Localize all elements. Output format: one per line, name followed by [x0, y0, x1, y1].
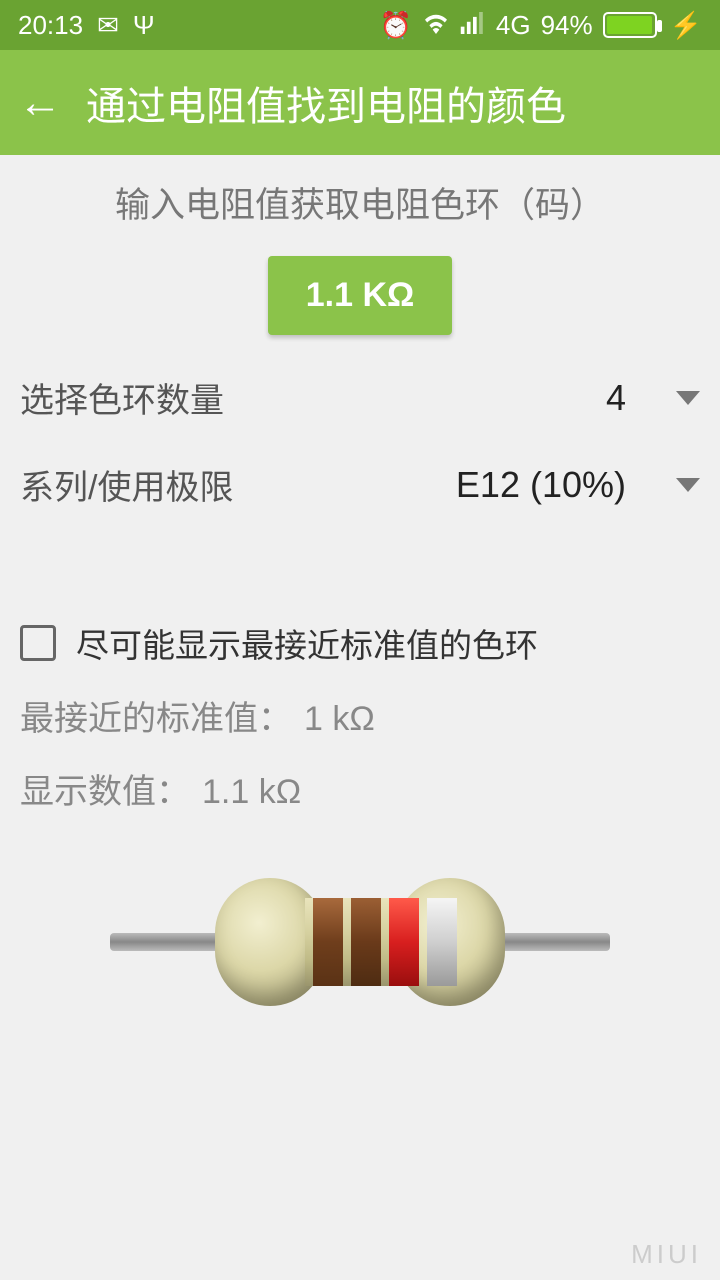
band-1-brown	[313, 898, 343, 986]
dropdown-icon	[676, 391, 700, 405]
checkbox[interactable]	[20, 625, 56, 661]
checkbox-label: 尽可能显示最接近标准值的色环	[76, 619, 538, 667]
resistor-lead-left	[110, 933, 230, 951]
watermark: MIUI	[631, 1239, 702, 1270]
status-time: 20:13	[18, 10, 83, 41]
battery-icon	[603, 12, 657, 38]
series-value: E12 (10%)	[456, 464, 626, 506]
nearest-label: 最接近的标准值：	[20, 700, 292, 738]
band-2-brown	[351, 898, 381, 986]
band-count-value: 4	[606, 377, 626, 419]
battery-pct: 94%	[541, 10, 593, 41]
series-row[interactable]: 系列/使用极限 E12 (10%)	[20, 460, 700, 509]
page-title: 通过电阻值找到电阻的颜色	[86, 74, 566, 132]
band-4-silver	[427, 898, 457, 986]
subtitle: 输入电阻值获取电阻色环（码）	[20, 177, 700, 228]
resistor-lead-right	[490, 933, 610, 951]
resistor-barrel	[305, 898, 415, 986]
resistor-graphic	[20, 843, 700, 1043]
series-label: 系列/使用极限	[20, 460, 233, 509]
band-count-label: 选择色环数量	[20, 373, 224, 422]
resistance-value-button[interactable]: 1.1 KΩ	[268, 256, 453, 335]
back-button[interactable]: ←	[18, 78, 62, 128]
nearest-standard-checkbox-row[interactable]: 尽可能显示最接近标准值的色环	[20, 619, 700, 667]
alarm-icon: ⏰	[380, 10, 412, 41]
nearest-value: 1 kΩ	[304, 700, 375, 738]
display-label: 显示数值：	[20, 773, 190, 811]
wifi-icon	[422, 10, 450, 41]
display-value: 1.1 kΩ	[202, 773, 301, 811]
display-value-line: 显示数值： 1.1 kΩ	[20, 764, 700, 813]
chat-icon: ✉	[97, 10, 119, 41]
band-3-red	[389, 898, 419, 986]
status-bar: 20:13 ✉ Ψ ⏰ 4G 94% ⚡	[0, 0, 720, 50]
dropdown-icon	[676, 478, 700, 492]
signal-icon	[460, 10, 486, 41]
charging-icon: ⚡	[670, 10, 702, 41]
band-count-row[interactable]: 选择色环数量 4	[20, 373, 700, 422]
app-bar: ← 通过电阻值找到电阻的颜色	[0, 50, 720, 155]
network-type: 4G	[496, 10, 531, 41]
nearest-standard-line: 最接近的标准值： 1 kΩ	[20, 691, 700, 740]
usb-icon: Ψ	[133, 10, 155, 41]
